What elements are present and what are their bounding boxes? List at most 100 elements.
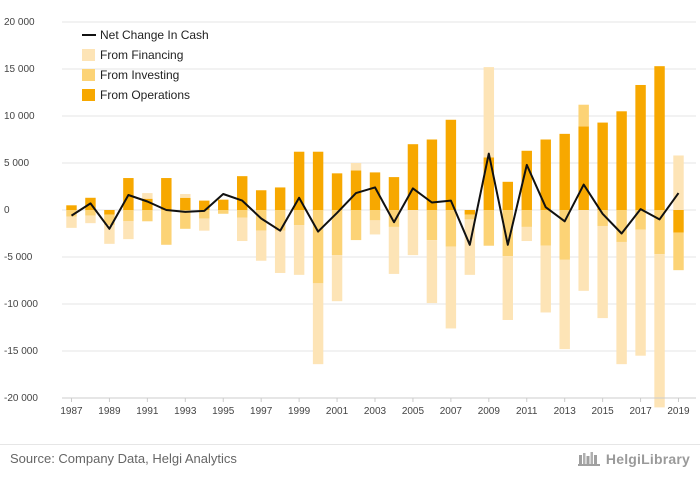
bar-segment bbox=[104, 225, 115, 244]
bar-segment bbox=[464, 219, 476, 275]
bar-segment bbox=[673, 210, 684, 233]
bar-segment bbox=[483, 157, 495, 210]
bar-segment bbox=[388, 210, 400, 227]
bar-segment bbox=[274, 230, 286, 273]
bar-segment bbox=[255, 230, 267, 261]
bar-segment bbox=[426, 210, 438, 241]
bar-segment bbox=[426, 139, 438, 210]
y-tick-label: -5 000 bbox=[4, 252, 33, 263]
bar-segment bbox=[85, 215, 96, 224]
library-logo-icon bbox=[577, 452, 600, 466]
brand: HelgiLibrary bbox=[577, 450, 690, 468]
x-tick-label: 1997 bbox=[250, 406, 273, 417]
legend-swatch bbox=[82, 89, 95, 101]
bar-segment bbox=[293, 210, 305, 226]
bar-segment bbox=[521, 150, 532, 210]
bar-segment bbox=[502, 210, 514, 257]
bar-segment bbox=[654, 210, 665, 255]
x-tick-label: 1987 bbox=[60, 406, 83, 417]
bar-segment bbox=[673, 232, 684, 271]
bar-segment bbox=[540, 245, 551, 313]
legend-label: From Financing bbox=[100, 48, 183, 62]
bar-segment bbox=[369, 210, 381, 221]
bar-segment bbox=[180, 197, 191, 210]
bar-segment bbox=[293, 225, 305, 275]
bar-segment bbox=[312, 283, 324, 365]
bar-segment bbox=[142, 210, 153, 222]
bar-segment bbox=[331, 255, 343, 302]
bar-segment bbox=[445, 246, 457, 329]
x-tick-label: 2005 bbox=[402, 406, 425, 417]
bar-segment bbox=[559, 133, 570, 210]
y-tick-label: -20 000 bbox=[4, 393, 38, 404]
legend-swatch bbox=[82, 69, 95, 81]
bar-segment bbox=[616, 111, 627, 210]
bar-segment bbox=[255, 210, 267, 231]
bar-segment bbox=[218, 210, 229, 214]
bar-segment bbox=[369, 172, 381, 210]
bar-segment bbox=[483, 210, 495, 246]
x-tick-label: 1999 bbox=[288, 406, 311, 417]
bar-segment bbox=[445, 210, 457, 247]
bar-segment bbox=[104, 210, 115, 215]
bar-segment bbox=[578, 126, 589, 210]
bar-segment bbox=[66, 205, 77, 210]
x-tick-label: 1995 bbox=[212, 406, 235, 417]
bar-segment bbox=[161, 178, 172, 210]
bar-segment bbox=[654, 254, 665, 408]
x-tick-label: 2017 bbox=[629, 406, 652, 417]
bar-segment bbox=[635, 84, 646, 210]
bar-segment bbox=[597, 225, 608, 319]
bar-segment bbox=[597, 210, 608, 226]
bar-segment bbox=[616, 241, 627, 365]
x-tick-label: 2009 bbox=[478, 406, 501, 417]
net-change-line bbox=[70, 152, 680, 246]
x-tick-label: 2003 bbox=[364, 406, 387, 417]
bar-segment bbox=[66, 210, 77, 217]
y-tick-label: -15 000 bbox=[4, 346, 38, 357]
y-axis: 20 000 15 000 10 000 5 000 0 -5 000 -10 000 -15… bbox=[4, 17, 38, 404]
bar-segment bbox=[521, 226, 532, 242]
bar-segment bbox=[350, 210, 362, 241]
bar-segment bbox=[407, 144, 419, 210]
bar-segment bbox=[578, 210, 589, 291]
x-tick-label: 2001 bbox=[326, 406, 349, 417]
bar-segment bbox=[502, 256, 514, 320]
bar-segment bbox=[161, 210, 172, 245]
chart: 20 000 15 000 10 000 5 000 0 -5 000 -10 000 -15… bbox=[4, 17, 696, 417]
bar-segment bbox=[388, 226, 400, 274]
bar-segment bbox=[369, 220, 381, 235]
legend: Net Change In Cash From Financing From Inv… bbox=[82, 28, 209, 102]
y-tick-label: 0 bbox=[4, 205, 10, 216]
bar-segment bbox=[502, 181, 514, 210]
bar-segment bbox=[199, 200, 210, 210]
bar-segment bbox=[616, 210, 627, 242]
bar-segment bbox=[312, 210, 324, 284]
bar-segment bbox=[407, 210, 419, 256]
net-change-polyline bbox=[70, 152, 680, 246]
bar-segment bbox=[559, 259, 570, 350]
y-tick-label: 15 000 bbox=[4, 64, 35, 75]
bar-segment bbox=[388, 177, 400, 210]
legend-swatch bbox=[82, 49, 95, 61]
bar-segment bbox=[142, 198, 153, 210]
bar-segment bbox=[123, 221, 134, 240]
footer: Source: Company Data, Helgi Analytics He… bbox=[0, 444, 700, 484]
bar-segment bbox=[236, 210, 248, 218]
bar-segment bbox=[236, 217, 248, 242]
bar-segment bbox=[464, 214, 476, 220]
source-text: Source: Company Data, Helgi Analytics bbox=[10, 451, 237, 466]
bar-segment bbox=[142, 193, 153, 199]
bar-segment bbox=[673, 155, 684, 210]
x-tick-label: 1993 bbox=[174, 406, 197, 417]
x-tick-label: 2011 bbox=[516, 406, 538, 417]
bar-segment bbox=[540, 139, 551, 210]
bars bbox=[66, 66, 684, 408]
bar-segment bbox=[293, 151, 305, 210]
legend-label: From Operations bbox=[100, 88, 190, 102]
bar-segment bbox=[85, 210, 96, 216]
bar-segment bbox=[312, 151, 324, 210]
x-tick-label: 2015 bbox=[592, 406, 615, 417]
bar-segment bbox=[199, 210, 210, 219]
bar-segment bbox=[274, 187, 286, 210]
